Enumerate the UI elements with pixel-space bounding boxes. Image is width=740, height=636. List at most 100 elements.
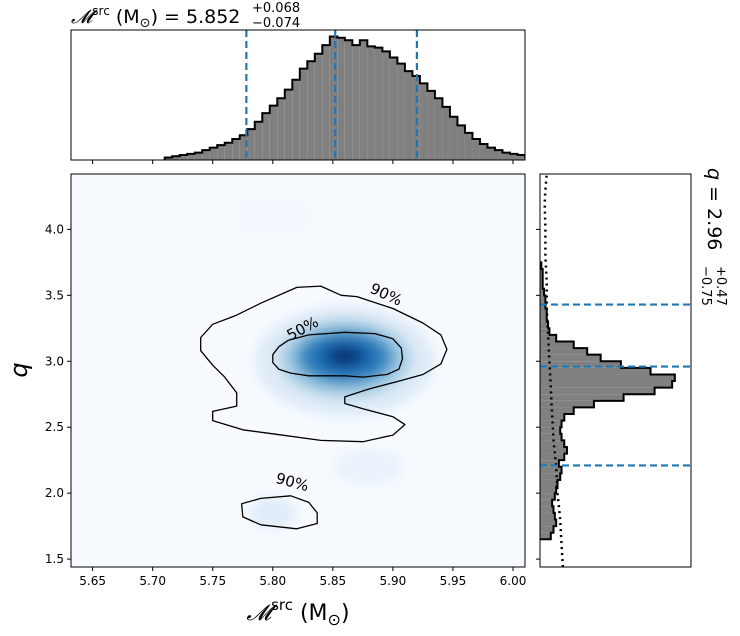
right-title-text: q = 2.96 [703,168,725,250]
right-hist-bar [540,381,673,388]
right-hist-bar [540,275,543,283]
main-y-tick-label: 3.5 [45,288,64,302]
main-x-tick-label: 5.95 [440,574,467,588]
right-hist-outline [540,261,676,541]
main-x-tick-label: 5.90 [380,574,407,588]
top-hist-bar [337,37,345,160]
top-hist-bar [262,113,270,160]
right-hist-bar [540,499,553,507]
right-hist-bar [540,446,567,454]
top-x-ticks [92,160,514,164]
right-y-ticks [536,228,540,560]
right-hist-bar [540,387,655,395]
right-hist-bar [540,394,624,401]
right-hist-bar [540,341,574,349]
top-title-sup: src [92,4,110,18]
right-hist-bar [540,354,601,362]
top-hist-bar [457,125,465,160]
top-hist-bar [277,98,285,160]
right-hist-bar [540,466,562,474]
right-hist-bar [540,282,543,289]
heatmap-density-blob [248,497,297,529]
top-hist-bar [487,147,495,160]
top-hist-bar [187,153,195,160]
right-hist-bar [540,420,562,428]
heatmap-density-blob [332,448,405,486]
top-hist-bar [509,153,518,160]
right-hist-bar [540,288,545,296]
contour-50 [272,331,404,378]
top-hist-bar [217,145,225,160]
top-title-plus: +0.068 [252,1,300,16]
top-hist-bar [389,57,398,160]
right-hist-bar [540,427,561,434]
right-hist-bar [540,268,543,276]
top-hist-bar [329,36,338,160]
top-title-symbol: 𝓜 [71,6,98,28]
right-title-plus: +0.47 [713,266,728,306]
main-y-label: q [5,362,33,377]
top-hist-outline [163,35,525,160]
x-label-close: ) [341,601,350,626]
top-title-unit: (M [110,6,140,28]
right-hist-bar [540,315,547,322]
top-hist-bar [344,40,353,160]
top-hist-bar [202,150,210,160]
main-y-tick-label: 2.0 [45,486,64,500]
top-hist-bar [374,47,383,160]
top-hist-bar [525,156,533,160]
credible-contours [200,285,448,530]
contour-90-upper [200,285,448,443]
top-title-sun: ⊙ [140,16,151,31]
right-title-value: = 2.96 [703,180,725,250]
top-hist-bar [314,53,323,160]
top-hist-bar [464,132,473,160]
top-hist-bar [224,142,233,160]
top-hist-bar [269,105,278,160]
top-hist-bar [502,152,510,160]
top-hist-bar [548,159,556,160]
top-hist-bar [299,68,308,160]
right-hist-bar [540,440,565,447]
top-hist-bar [367,46,375,160]
main-x-tick-label: 5.75 [199,574,226,588]
right-hist-bar [540,473,561,480]
top-title: 𝓜src (M⊙) = 5.852 [71,4,240,31]
top-hist-bar [164,157,173,160]
right-hist-bar [540,433,562,441]
right-hist-bar [540,308,547,316]
right-hist-bar [540,479,558,487]
top-hist-bar [247,129,255,160]
right-hist-bar [540,532,551,540]
top-hist-bar [352,45,360,160]
main-x-label: 𝓜src (M⊙) [246,596,349,629]
main-panel: 50% 90% 90% 5.65 5.70 5.75 5.80 5.85 5.90 5.95… [5,173,526,629]
right-hist-bar [540,407,574,415]
top-hist-bar [540,159,548,160]
top-hist-bar [434,98,443,160]
density-heatmap [236,196,435,529]
heatmap-density-blob [236,196,309,236]
main-y-ticks: 1.5 2.0 2.5 3.0 3.5 4.0 [45,222,71,566]
right-hist-bar [540,460,559,467]
top-hist-bar [232,139,240,160]
right-axes-frame [539,173,692,568]
top-title-minus: −0.074 [252,16,300,31]
top-hist-bar [209,147,218,160]
top-hist-bar [382,51,390,160]
main-y-tick-label: 3.0 [45,354,64,368]
right-hist-bar [540,400,594,408]
top-hist-bar [239,135,248,160]
heatmap-blobs [236,196,435,529]
right-hist-bar [540,526,554,533]
top-histogram [163,30,556,160]
right-hist-bar [540,348,588,355]
main-x-tick-label: 5.85 [319,574,346,588]
main-y-tick-label: 4.0 [45,222,64,236]
main-x-tick-label: 5.65 [79,574,106,588]
x-label-sup: src [271,596,293,614]
top-hist-bar [179,155,188,160]
top-hist-bar [517,155,525,160]
top-title-close: ) [151,6,158,28]
